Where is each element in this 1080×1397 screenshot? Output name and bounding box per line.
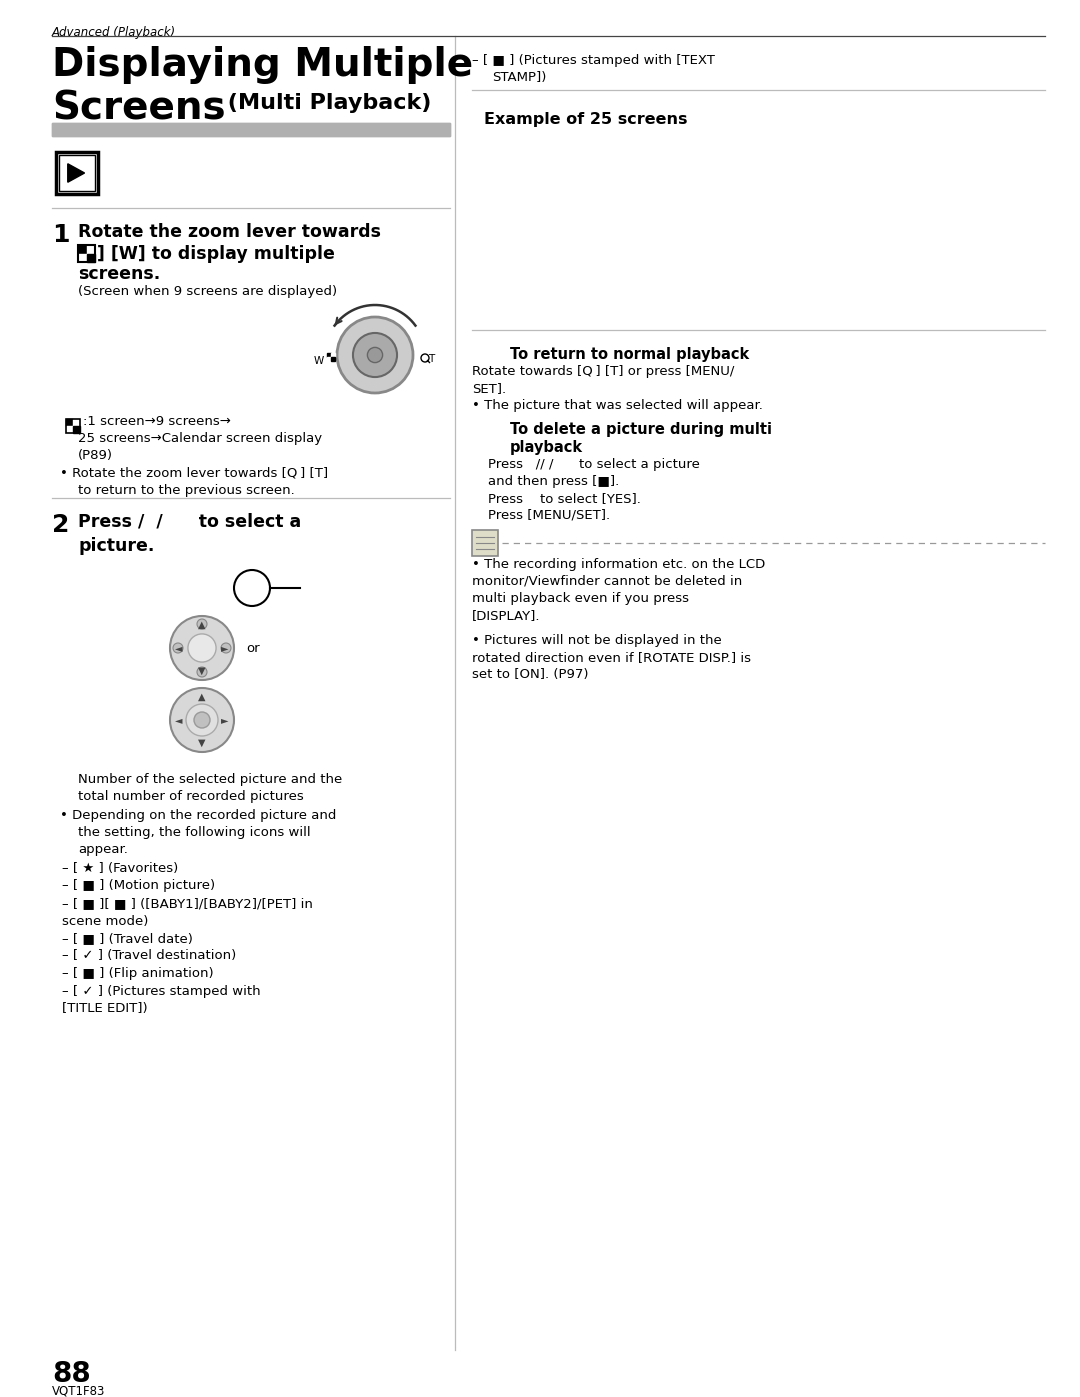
Bar [52, 123, 450, 136]
Bar [66, 419, 80, 433]
Text: – [ ■ ] (Motion picture): – [ ■ ] (Motion picture) [62, 880, 215, 893]
Bar [327, 358, 330, 360]
Text: Displaying Multiple: Displaying Multiple [52, 46, 473, 84]
Text: ▼: ▼ [199, 666, 206, 676]
Bar [78, 244, 86, 253]
Circle shape [194, 712, 210, 728]
Text: Advanced (Playback): Advanced (Playback) [52, 27, 176, 39]
Bar [73, 426, 80, 433]
Text: To return to normal playback: To return to normal playback [510, 346, 750, 362]
Text: (P89): (P89) [78, 448, 113, 462]
Circle shape [221, 643, 231, 652]
Text: 88: 88 [52, 1361, 91, 1389]
Circle shape [337, 317, 413, 393]
Text: – [ ✓ ] (Pictures stamped with: – [ ✓ ] (Pictures stamped with [62, 985, 260, 997]
Text: • Rotate the zoom lever towards [Q ] [T]: • Rotate the zoom lever towards [Q ] [T] [60, 467, 328, 481]
Polygon shape [68, 163, 84, 182]
Text: picture.: picture. [78, 536, 154, 555]
Text: to return to the previous screen.: to return to the previous screen. [78, 483, 295, 497]
Text: or: or [246, 641, 259, 655]
Circle shape [353, 332, 397, 377]
Text: To delete a picture during multi: To delete a picture during multi [510, 422, 772, 437]
Text: rotated direction even if [ROTATE DISP.] is: rotated direction even if [ROTATE DISP.]… [472, 651, 751, 664]
Text: ▲: ▲ [199, 692, 206, 703]
Bar [327, 353, 330, 358]
Text: scene mode): scene mode) [62, 915, 148, 928]
Bar [59, 155, 95, 191]
Text: SET].: SET]. [472, 381, 507, 395]
Bar [56, 152, 98, 194]
Text: ◄: ◄ [175, 643, 183, 652]
Text: Rotate towards [Q ] [T] or press [MENU/: Rotate towards [Q ] [T] or press [MENU/ [472, 365, 734, 379]
Text: (Multi Playback): (Multi Playback) [220, 94, 431, 113]
Text: set to [ON]. (P97): set to [ON]. (P97) [472, 668, 589, 680]
Text: • Depending on the recorded picture and: • Depending on the recorded picture and [60, 809, 336, 821]
Text: Screens: Screens [52, 89, 226, 129]
Text: and then press [■].: and then press [■]. [488, 475, 619, 488]
Text: 1: 1 [52, 224, 69, 247]
Text: – [ ■ ] (Travel date): – [ ■ ] (Travel date) [62, 932, 193, 944]
Text: the setting, the following icons will: the setting, the following icons will [78, 826, 311, 840]
Text: 2: 2 [52, 513, 69, 536]
Bar [330, 353, 335, 358]
Circle shape [197, 619, 207, 629]
Bar [86, 253, 95, 263]
Text: appear.: appear. [78, 842, 127, 856]
Text: :1 screen→9 screens→: :1 screen→9 screens→ [83, 415, 231, 427]
Circle shape [186, 704, 218, 736]
Text: total number of recorded pictures: total number of recorded pictures [78, 789, 303, 803]
Circle shape [170, 687, 234, 752]
Text: Number of the selected picture and the: Number of the selected picture and the [78, 773, 342, 787]
Bar [78, 253, 86, 263]
Text: – [ ■ ] (Flip animation): – [ ■ ] (Flip animation) [62, 967, 214, 981]
Text: ►: ► [221, 643, 229, 652]
Text: [: [ [76, 244, 84, 263]
Text: Press [MENU/SET].: Press [MENU/SET]. [488, 509, 610, 522]
Bar [66, 419, 73, 426]
Text: (Screen when 9 screens are displayed): (Screen when 9 screens are displayed) [78, 285, 337, 298]
Circle shape [188, 634, 216, 662]
Text: monitor/Viewfinder cannot be deleted in: monitor/Viewfinder cannot be deleted in [472, 576, 742, 588]
Text: • The picture that was selected will appear.: • The picture that was selected will app… [472, 400, 762, 412]
Text: ►: ► [221, 715, 229, 725]
Text: – [ ■ ][ ■ ] ([BABY1]/[BABY2]/[PET] in: – [ ■ ][ ■ ] ([BABY1]/[BABY2]/[PET] in [62, 897, 313, 909]
Circle shape [170, 616, 234, 680]
Circle shape [197, 666, 207, 678]
Circle shape [173, 643, 183, 652]
Bar [330, 358, 335, 360]
Text: [DISPLAY].: [DISPLAY]. [472, 609, 540, 622]
Bar [66, 426, 73, 433]
Text: Rotate the zoom lever towards: Rotate the zoom lever towards [78, 224, 381, 242]
Bar [86, 244, 95, 253]
Text: ▲: ▲ [199, 620, 206, 630]
Text: Press   // /      to select a picture: Press // / to select a picture [488, 458, 700, 471]
Bar [73, 419, 80, 426]
Bar [52, 123, 450, 136]
Text: – [ ★ ] (Favorites): – [ ★ ] (Favorites) [62, 862, 178, 875]
Text: – [ ■ ] (Pictures stamped with [TEXT: – [ ■ ] (Pictures stamped with [TEXT [472, 54, 715, 67]
Circle shape [367, 348, 382, 363]
Text: multi playback even if you press: multi playback even if you press [472, 592, 689, 605]
Text: T: T [428, 353, 434, 365]
Text: [TITLE EDIT]): [TITLE EDIT]) [62, 1002, 148, 1016]
Text: 25 screens→Calendar screen display: 25 screens→Calendar screen display [78, 432, 322, 446]
Text: Press    to select [YES].: Press to select [YES]. [488, 492, 640, 504]
Text: ◄: ◄ [175, 715, 183, 725]
Text: W: W [314, 356, 324, 366]
Text: ▼: ▼ [199, 738, 206, 747]
Text: VQT1F83: VQT1F83 [52, 1384, 106, 1397]
Text: • The recording information etc. on the LCD: • The recording information etc. on the … [472, 557, 766, 571]
Text: STAMP]): STAMP]) [492, 71, 546, 84]
Text: Example of 25 screens: Example of 25 screens [484, 112, 688, 127]
Text: – [ ✓ ] (Travel destination): – [ ✓ ] (Travel destination) [62, 950, 237, 963]
Text: ] [W] to display multiple: ] [W] to display multiple [97, 244, 335, 263]
Text: screens.: screens. [78, 265, 160, 284]
Text: playback: playback [510, 440, 583, 455]
Bar [472, 529, 498, 556]
Text: Press /  /      to select a: Press / / to select a [78, 513, 301, 531]
Bar [78, 244, 95, 263]
Text: • Pictures will not be displayed in the: • Pictures will not be displayed in the [472, 634, 721, 647]
